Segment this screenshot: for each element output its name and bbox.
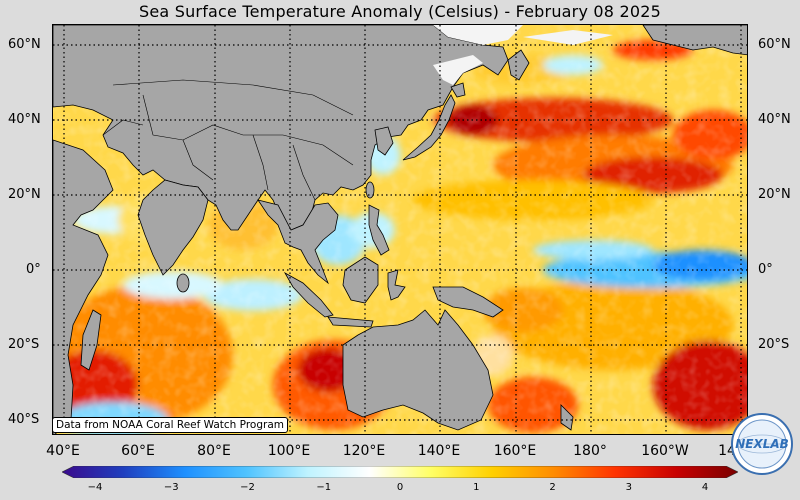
lat-label-20s-left: 20°S	[8, 337, 40, 352]
colorbar-tick-label: −3	[163, 482, 179, 493]
lon-label-40e: 40°E	[46, 443, 80, 459]
colorbar-tick-label: 1	[473, 482, 480, 493]
land-korea	[374, 126, 394, 156]
colorbar-tick-label: 4	[701, 482, 709, 493]
lon-label-160w: 160°W	[641, 443, 689, 459]
lon-label-60e: 60°E	[121, 443, 155, 459]
lat-label-40n-left: 40°N	[8, 112, 41, 127]
data-source-credit: Data from NOAA Coral Reef Watch Program	[52, 417, 288, 433]
land-borneo	[342, 256, 379, 304]
lat-label-40s-left: 40°S	[8, 412, 40, 427]
colorbar	[61, 463, 739, 479]
lat-label-60n-left: 60°N	[8, 37, 41, 52]
country-borders	[102, 79, 354, 201]
map-canvas	[53, 25, 747, 434]
land-taiwan	[365, 181, 375, 199]
nexlab-logo-svg: NEXLAB	[731, 413, 793, 475]
colorbar-tick-label: 0	[396, 482, 404, 493]
lat-label-20s-right: 20°S	[758, 337, 790, 352]
land-sri-lanka	[176, 273, 190, 293]
colorbar-tick-label: 2	[549, 482, 556, 493]
lat-label-40n-right: 40°N	[758, 112, 791, 127]
sea-ice	[433, 25, 613, 85]
logo-text: NEXLAB	[735, 437, 789, 451]
land-sumatra	[283, 271, 334, 318]
graticule	[53, 25, 747, 434]
land-japan	[402, 94, 456, 161]
colorbar-tick-label: 3	[625, 482, 632, 493]
land-madagascar	[80, 309, 102, 371]
lon-label-140e: 140°E	[417, 443, 461, 459]
colorbar-tick-label: −2	[240, 482, 255, 493]
colorbar-ramp	[61, 465, 739, 479]
land-australia	[342, 309, 494, 431]
land-sulawesi	[387, 269, 406, 301]
nexlab-logo: NEXLAB	[730, 412, 794, 476]
lon-label-80e: 80°E	[197, 443, 231, 459]
lat-label-20n-left: 20°N	[8, 187, 41, 202]
lat-label-20n-right: 20°N	[758, 187, 791, 202]
land-arabia-africa	[53, 139, 114, 434]
land-new-guinea	[432, 286, 504, 318]
land-alaska	[642, 25, 747, 56]
colorbar-tick-label: −1	[316, 482, 332, 493]
lat-label-eq-right: 0°	[758, 262, 773, 277]
land-indochina	[257, 199, 339, 285]
land-kamchatka	[507, 49, 530, 81]
colorbar-tick-label: −4	[87, 482, 103, 493]
lon-label-160e: 160°E	[493, 443, 537, 459]
land-hokkaido	[450, 82, 466, 98]
map-title: Sea Surface Temperature Anomaly (Celsius…	[139, 2, 661, 21]
land-india	[137, 179, 209, 276]
land-new-zealand	[560, 404, 574, 431]
colorbar-svg	[61, 465, 739, 479]
lon-label-120e: 120°E	[342, 443, 386, 459]
land-philippines	[368, 204, 390, 256]
lat-label-60n-right: 60°N	[758, 37, 791, 52]
lon-label-100e: 100°E	[267, 443, 311, 459]
lon-label-180: 180°	[573, 443, 607, 459]
land-java	[327, 316, 374, 328]
landmasses	[53, 25, 747, 434]
lat-label-eq-left: 0°	[26, 262, 41, 277]
sst-anomaly-map	[52, 24, 748, 435]
